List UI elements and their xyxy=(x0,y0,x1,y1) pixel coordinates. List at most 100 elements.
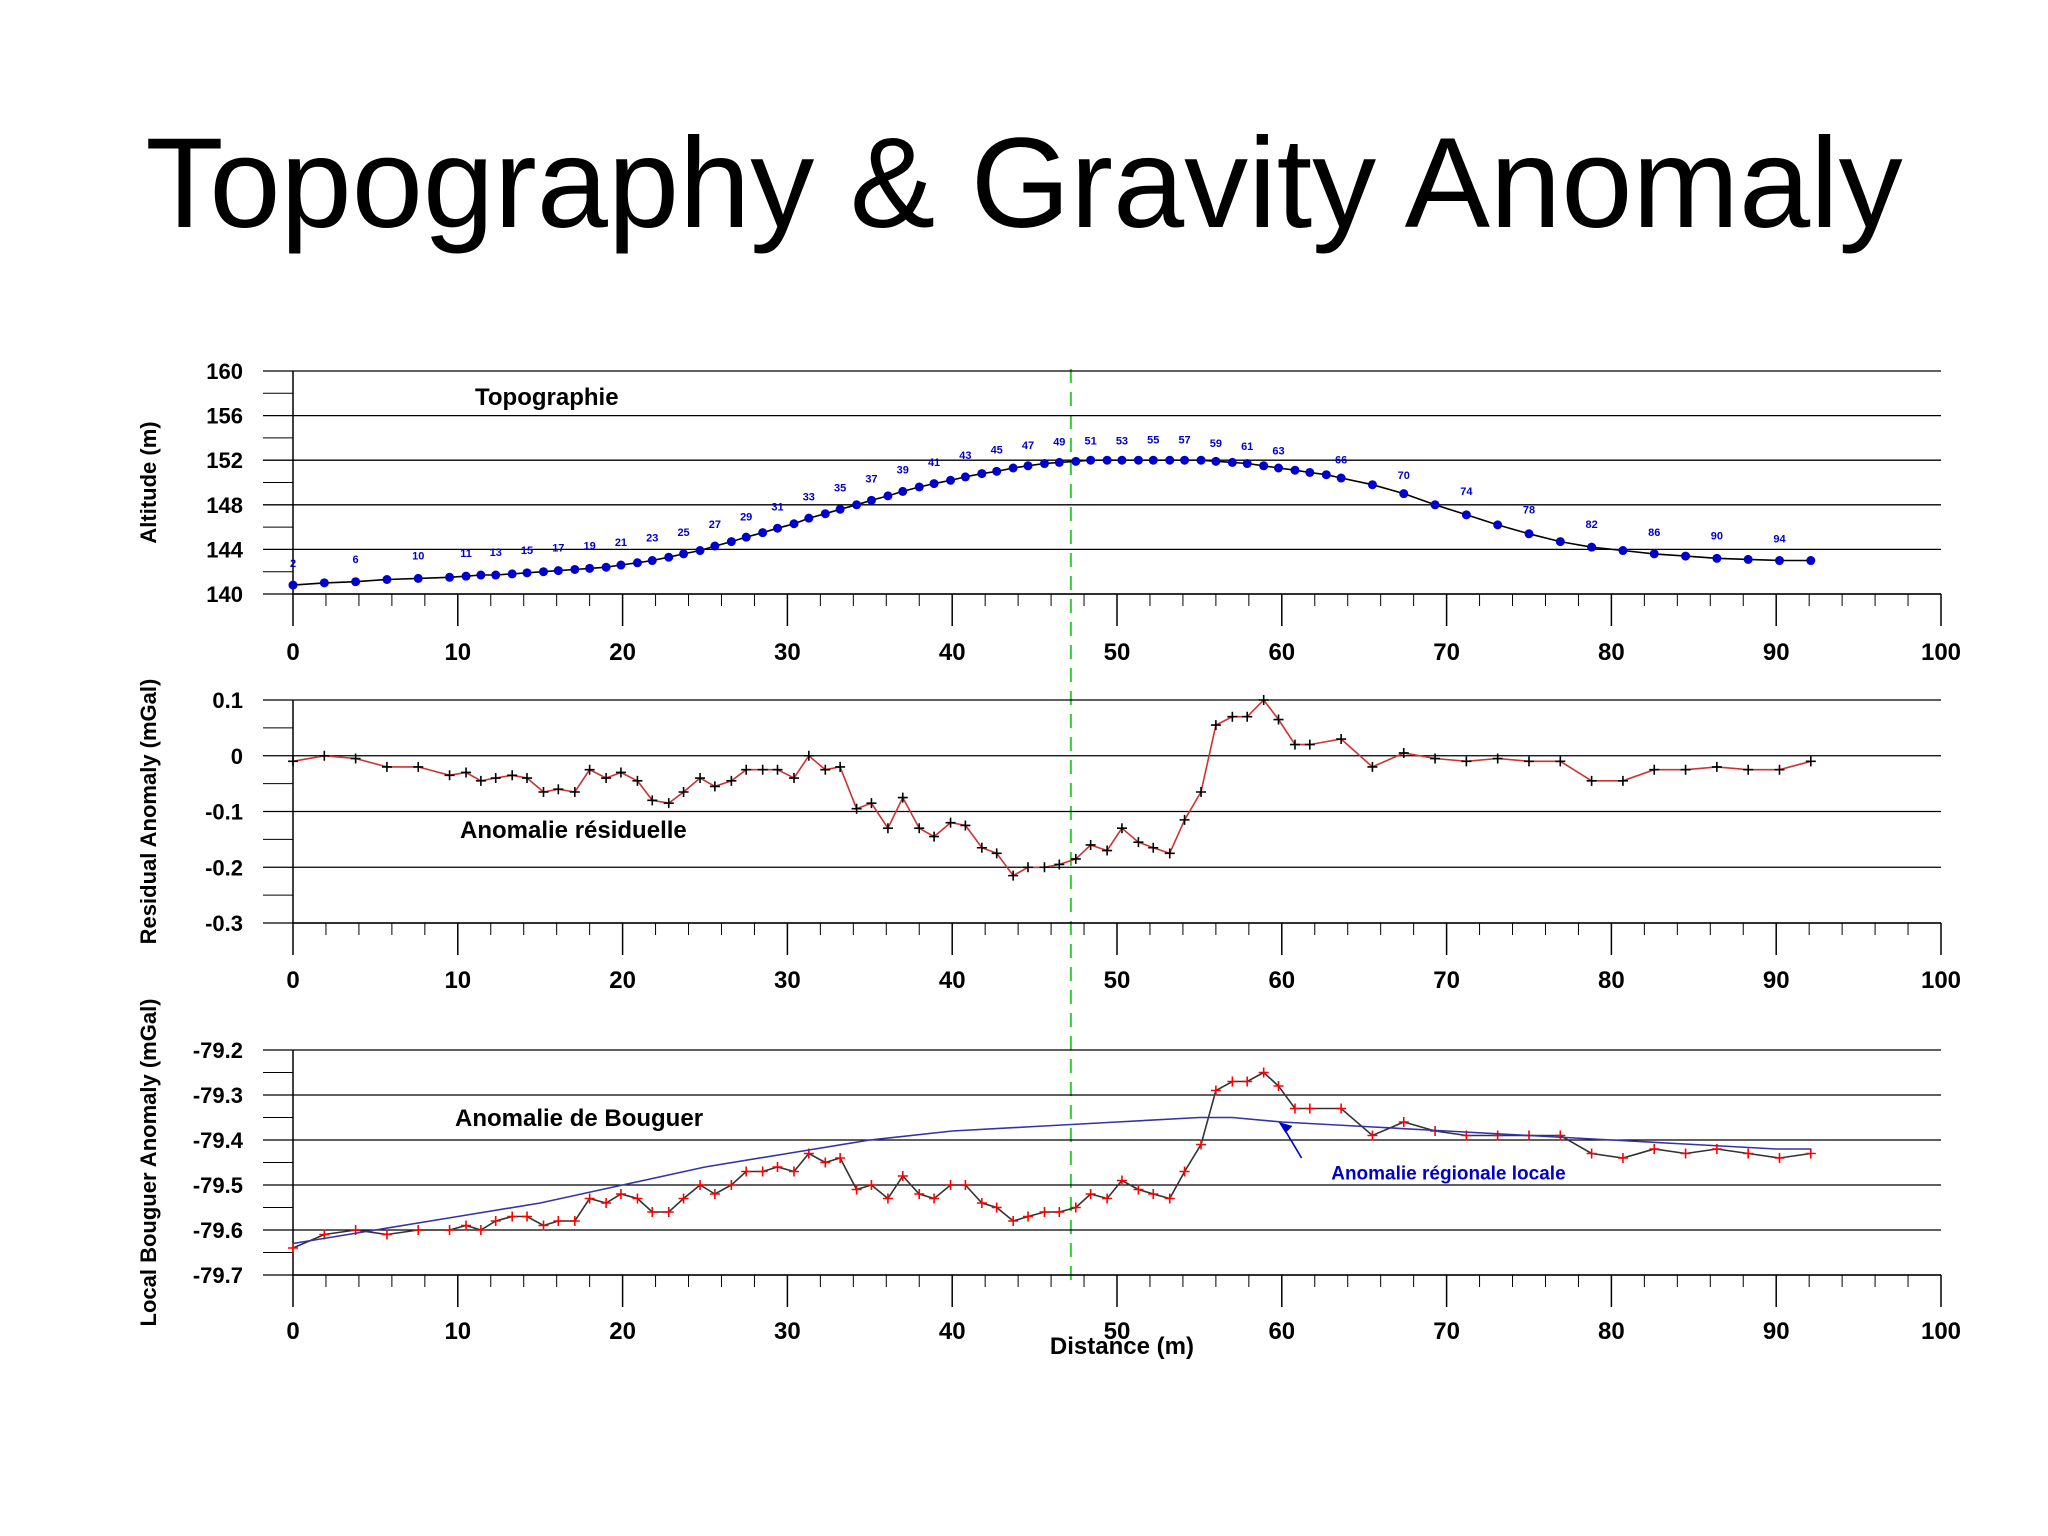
point-label: 2 xyxy=(290,558,296,570)
data-point xyxy=(866,495,876,505)
y-tick-label: 144 xyxy=(206,537,243,562)
point-label: 57 xyxy=(1178,434,1190,446)
data-point xyxy=(960,820,971,831)
data-point xyxy=(647,556,657,566)
data-point xyxy=(1196,786,1207,797)
data-point xyxy=(1211,456,1221,466)
data-point xyxy=(1116,823,1127,834)
data-point xyxy=(507,770,518,781)
panel-title: Topographie xyxy=(475,384,619,411)
data-point xyxy=(1039,1207,1050,1217)
data-point xyxy=(1164,1193,1175,1204)
data-point xyxy=(1617,775,1628,786)
data-point xyxy=(1367,761,1378,772)
x-tick-label: 70 xyxy=(1433,967,1460,994)
data-point xyxy=(1555,1130,1566,1141)
y-tick-label: -0.2 xyxy=(205,855,243,880)
panel-title: Anomalie résiduelle xyxy=(460,817,687,844)
data-point xyxy=(820,1157,831,1168)
x-tick-label: 70 xyxy=(1433,639,1460,666)
x-tick-label: 10 xyxy=(444,639,471,666)
y-tick-label: 0 xyxy=(231,744,243,769)
data-point xyxy=(1180,455,1190,465)
point-label: 13 xyxy=(490,547,502,559)
data-point xyxy=(1259,461,1269,471)
y-tick-label: 160 xyxy=(206,359,243,384)
data-point xyxy=(1258,695,1269,705)
data-point xyxy=(475,775,486,786)
point-label: 55 xyxy=(1147,434,1159,446)
data-point xyxy=(1289,1103,1300,1114)
y-tick-label: -79.6 xyxy=(193,1218,243,1243)
x-tick-label: 100 xyxy=(1921,639,1961,666)
data-point xyxy=(522,773,533,784)
point-label: 10 xyxy=(412,550,424,562)
data-point xyxy=(914,1189,925,1199)
data-point xyxy=(757,1166,768,1177)
data-point xyxy=(866,798,877,809)
data-point xyxy=(804,513,814,523)
x-tick-label: 90 xyxy=(1763,639,1790,666)
y-tick-label: -79.5 xyxy=(193,1173,243,1198)
point-label: 45 xyxy=(991,445,1003,457)
data-point xyxy=(757,764,768,775)
x-tick-label: 90 xyxy=(1763,1318,1790,1345)
data-point xyxy=(288,756,298,767)
data-point xyxy=(1430,500,1440,510)
data-point xyxy=(444,770,455,781)
point-label: 63 xyxy=(1272,446,1284,458)
x-tick-label: 10 xyxy=(444,1318,471,1345)
data-point xyxy=(615,767,626,778)
data-point xyxy=(1587,542,1597,552)
x-tick-label: 30 xyxy=(774,639,801,666)
data-point xyxy=(1227,1076,1238,1087)
data-point xyxy=(852,500,862,510)
data-point xyxy=(1086,455,1096,465)
point-label: 74 xyxy=(1460,486,1473,498)
data-point xyxy=(1102,1193,1113,1204)
point-label: 25 xyxy=(677,527,689,539)
data-point xyxy=(1196,455,1206,465)
data-point xyxy=(1649,549,1659,559)
x-tick-label: 60 xyxy=(1268,1318,1295,1345)
point-label: 94 xyxy=(1773,534,1786,546)
data-point xyxy=(1524,756,1534,767)
data-point xyxy=(584,1193,595,1204)
data-point xyxy=(897,792,908,803)
data-point xyxy=(1102,845,1113,856)
data-point xyxy=(1367,480,1377,490)
point-label: 82 xyxy=(1585,519,1597,531)
data-point xyxy=(461,1220,472,1231)
data-point xyxy=(1054,859,1065,870)
data-point xyxy=(1555,756,1566,767)
data-point xyxy=(1210,720,1221,731)
point-label: 33 xyxy=(803,491,815,503)
data-point xyxy=(695,546,705,556)
data-point xyxy=(1680,1148,1691,1159)
point-label: 37 xyxy=(865,474,877,486)
data-point xyxy=(601,773,612,784)
point-label: 66 xyxy=(1335,455,1347,467)
data-point xyxy=(977,469,987,479)
data-point xyxy=(445,572,455,582)
point-label: 39 xyxy=(897,465,909,477)
data-point xyxy=(835,504,845,514)
data-point xyxy=(351,577,361,587)
chart-panel-2: -0.3 -0.2 -0.1 0 0.1 0 10 20 30 40 50 60 70 80 90 100 Re… xyxy=(136,679,1961,994)
x-tick-label: 90 xyxy=(1763,967,1790,994)
x-tick-label: 10 xyxy=(444,967,471,994)
data-point xyxy=(1290,465,1300,475)
data-point xyxy=(476,570,486,580)
x-tick-label: 40 xyxy=(939,1318,966,1345)
data-point xyxy=(1242,459,1252,469)
x-tick-label: 80 xyxy=(1598,639,1625,666)
data-point xyxy=(1586,1148,1597,1159)
data-point xyxy=(914,823,925,834)
data-point xyxy=(914,482,924,492)
data-point xyxy=(992,466,1002,476)
x-tick-label: 100 xyxy=(1921,967,1961,994)
data-point xyxy=(741,764,752,775)
data-point xyxy=(1196,1139,1207,1150)
data-point xyxy=(1023,461,1033,471)
point-label: 35 xyxy=(834,482,846,494)
